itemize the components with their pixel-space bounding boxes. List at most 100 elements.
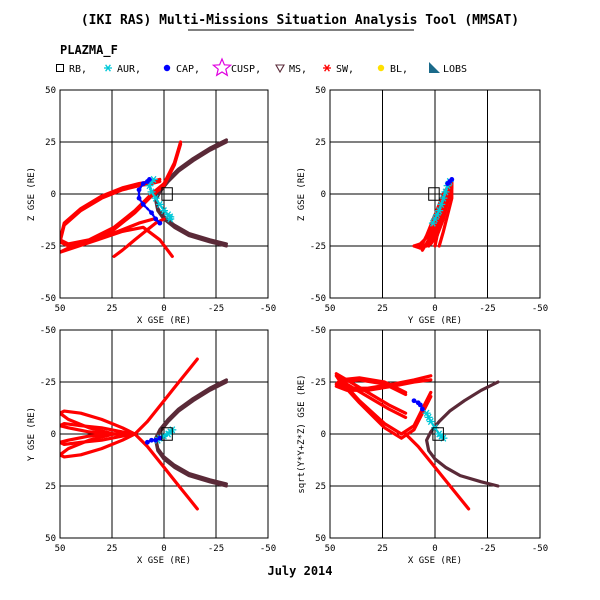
date-label: July 2014 bbox=[267, 564, 332, 578]
orbit-series-sw bbox=[60, 432, 137, 446]
aur-point bbox=[437, 200, 446, 208]
x-tick-label: 25 bbox=[377, 304, 388, 314]
panel-2: 50 25 0 -25 -50 -50 -25 0 25 50 Y GSE (RE) Z GSE (R… bbox=[297, 86, 548, 326]
aur-point bbox=[426, 417, 435, 426]
y-axis-label: Z GSE (RE) bbox=[27, 167, 37, 221]
y-tick-label: -25 bbox=[40, 378, 56, 388]
aur-point bbox=[435, 430, 444, 438]
aur-point bbox=[151, 194, 160, 202]
aur-point bbox=[424, 413, 433, 421]
x-tick-label: 50 bbox=[325, 544, 336, 554]
x-tick-label: 0 bbox=[161, 544, 166, 554]
cap-point bbox=[157, 220, 163, 226]
plot-frame bbox=[329, 89, 541, 299]
legend-label: BL, bbox=[390, 64, 408, 75]
x-tick-label: 0 bbox=[161, 304, 166, 314]
aur-point bbox=[166, 215, 175, 223]
orbit-series-sw bbox=[60, 432, 137, 459]
y-tick-label: 50 bbox=[45, 86, 56, 96]
x-tick-label: 25 bbox=[107, 544, 118, 554]
legend-marker-square bbox=[56, 64, 64, 72]
cap-point bbox=[149, 437, 154, 443]
legend-label: MS, bbox=[289, 64, 307, 75]
x-axis-label: X GSE (RE) bbox=[137, 556, 191, 566]
orbit-series-sw bbox=[133, 432, 199, 511]
x-tick-label: 25 bbox=[377, 544, 388, 554]
orbit-series-sw bbox=[60, 409, 137, 436]
orbit-series-sw bbox=[334, 374, 433, 394]
orbit-series-sw bbox=[112, 217, 166, 258]
y-tick-label: 50 bbox=[45, 534, 56, 544]
plot-area bbox=[412, 177, 455, 252]
legend-item-lobs: LOBS bbox=[429, 62, 467, 75]
grid-lines bbox=[60, 330, 268, 538]
orbit-series-sw bbox=[60, 422, 137, 436]
y-tick-label: -50 bbox=[40, 294, 56, 304]
cap-point bbox=[144, 179, 150, 184]
x-tick-label: -50 bbox=[260, 304, 276, 314]
legend-label: LOBS bbox=[443, 64, 467, 75]
legend-item-cap: CAP, bbox=[163, 64, 200, 75]
y-tick-label: -25 bbox=[40, 242, 56, 252]
aur-point bbox=[433, 211, 442, 219]
legend-item-rb: RB, bbox=[56, 64, 87, 75]
legend-item-cusp: CUSP, bbox=[211, 57, 261, 77]
orbit-series-sw bbox=[133, 357, 199, 436]
orbit-series-sw bbox=[334, 378, 433, 397]
panel-3: 50 25 0 -25 -50 -50 -25 0 25 50 X GSE (RE) Y GSE (R… bbox=[27, 326, 276, 566]
legend-marker-triangle bbox=[429, 62, 440, 73]
x-tick-label: 0 bbox=[432, 544, 437, 554]
plot-area bbox=[60, 138, 228, 258]
cap-point bbox=[445, 181, 450, 187]
legend-item-bl: BL, bbox=[377, 64, 408, 75]
legend-marker-dot bbox=[163, 64, 171, 72]
plot-frame bbox=[329, 329, 541, 539]
legend-marker-asterisk bbox=[323, 64, 331, 72]
rb-marker bbox=[432, 427, 444, 441]
x-tick-label: -25 bbox=[208, 304, 224, 314]
aur-point bbox=[439, 194, 448, 202]
rb-marker bbox=[161, 187, 173, 201]
aur-point bbox=[431, 215, 439, 223]
cap-point bbox=[411, 398, 417, 404]
cap-point bbox=[157, 435, 163, 441]
legend-item-aur: AUR, bbox=[104, 64, 141, 75]
y-tick-label: 50 bbox=[315, 86, 326, 96]
plot-frame bbox=[59, 329, 269, 539]
orbit-panels: 50 25 0 -25 -50 -50 -25 0 25 50 X GSE (RE) Z GSE (R… bbox=[27, 86, 548, 566]
aur-point bbox=[435, 207, 444, 215]
x-tick-label: 0 bbox=[432, 304, 437, 314]
legend-marker-star bbox=[211, 57, 233, 77]
grid-lines bbox=[330, 330, 540, 538]
y-tick-label: -50 bbox=[40, 326, 56, 336]
x-tick-label: 25 bbox=[107, 304, 118, 314]
legend-marker-triangle-down bbox=[275, 64, 285, 74]
y-tick-label: 0 bbox=[51, 190, 56, 200]
x-tick-label: -50 bbox=[260, 544, 276, 554]
orbit-series-sw bbox=[60, 140, 183, 246]
plot-area bbox=[60, 357, 228, 511]
mission-name: PLAZMA_F bbox=[60, 43, 118, 58]
y-tick-label: 0 bbox=[321, 430, 326, 440]
aur-point bbox=[155, 200, 164, 208]
aur-point bbox=[428, 219, 437, 227]
orbit-series-sw bbox=[60, 142, 183, 248]
y-tick-label: 0 bbox=[51, 430, 56, 440]
y-axis-label: sqrt(Y*Y+Z*Z) GSE (RE) bbox=[297, 374, 307, 493]
legend-marker-asterisk bbox=[104, 64, 112, 72]
x-tick-label: 50 bbox=[55, 304, 66, 314]
cap-point bbox=[149, 210, 154, 216]
y-tick-label: 25 bbox=[315, 482, 326, 492]
aur-point bbox=[160, 207, 168, 215]
cap-point bbox=[140, 202, 146, 207]
grid-lines bbox=[60, 90, 268, 298]
legend-marker-dot bbox=[377, 64, 385, 72]
y-axis-label: Y GSE (RE) bbox=[27, 407, 37, 461]
y-tick-label: 50 bbox=[315, 534, 326, 544]
cap-point bbox=[140, 181, 146, 187]
orbit-series-ms bbox=[425, 380, 500, 488]
cap-point bbox=[136, 187, 142, 193]
y-tick-label: 0 bbox=[321, 190, 326, 200]
aur-point bbox=[441, 188, 450, 196]
x-axis-label: X GSE (RE) bbox=[137, 316, 191, 326]
